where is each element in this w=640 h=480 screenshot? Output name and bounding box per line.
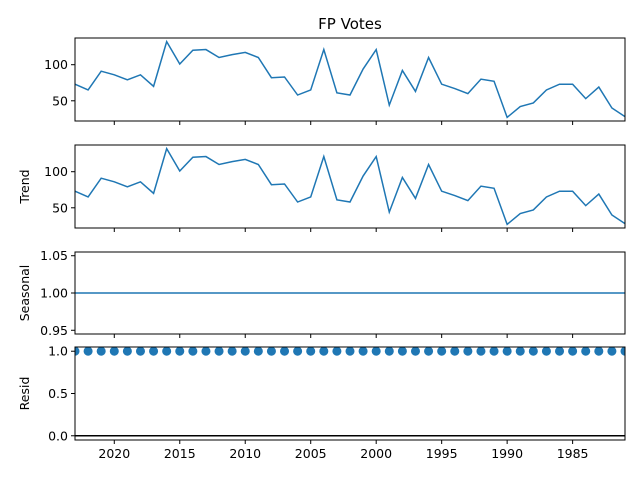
y-tick-label: 0.95 [40, 323, 68, 338]
resid-point [253, 347, 263, 356]
y-tick-label: 1.0 [48, 344, 68, 359]
y-tick-label: 1.00 [40, 286, 68, 301]
resid-point [397, 347, 407, 356]
resid-point [489, 347, 499, 356]
resid-point [96, 347, 106, 356]
resid-point [568, 347, 578, 356]
y-tick-label: 0.0 [48, 428, 68, 443]
resid-point [410, 347, 420, 356]
x-tick-label: 1995 [426, 446, 458, 461]
resid-point [620, 347, 625, 356]
resid-point [515, 347, 525, 356]
resid-point [463, 347, 473, 356]
panel-frame [74, 144, 626, 229]
resid-point [450, 347, 460, 356]
y-axis-label: Seasonal [17, 265, 32, 322]
y-tick-label: 1.05 [40, 248, 68, 263]
resid-point [384, 347, 394, 356]
resid-point [266, 347, 276, 356]
resid-point [319, 347, 329, 356]
resid-point [240, 347, 250, 356]
resid-point [135, 347, 145, 356]
resid-point [528, 347, 538, 356]
resid-point [594, 347, 604, 356]
resid-point [371, 347, 381, 356]
resid-point [214, 347, 224, 356]
y-tick-label: 50 [52, 93, 68, 108]
resid-point [345, 347, 355, 356]
y-tick-label: 100 [44, 164, 68, 179]
x-tick-label: 2000 [360, 446, 392, 461]
resid-point [201, 347, 211, 356]
resid-point [293, 347, 303, 356]
resid-point [555, 347, 565, 356]
resid-point [502, 347, 512, 356]
resid-point [149, 347, 159, 356]
resid-point [109, 347, 119, 356]
resid-point [122, 347, 132, 356]
x-tick-label: 2005 [295, 446, 327, 461]
resid-point [581, 347, 591, 356]
x-tick-label: 1985 [557, 446, 589, 461]
resid-point [332, 347, 342, 356]
observed-series-line [75, 39, 625, 119]
resid-point [227, 347, 237, 356]
x-tick-label: 2015 [164, 446, 196, 461]
resid-point [424, 347, 434, 356]
resid-point [83, 347, 93, 356]
resid-point [437, 347, 447, 356]
x-tick-label: 2020 [98, 446, 130, 461]
panel-frame [74, 346, 626, 441]
resid-point [75, 347, 80, 356]
resid-point [358, 347, 368, 356]
y-axis-label: Resid [17, 377, 32, 411]
y-tick-label: 50 [52, 200, 68, 215]
resid-point [175, 347, 185, 356]
resid-point [476, 347, 486, 356]
panel-seasonal: 0.95 1.00 1.05 Seasonal [17, 248, 626, 338]
trend-series-line [75, 146, 625, 226]
y-tick-label: 100 [44, 57, 68, 72]
y-axis-label: Trend [17, 169, 32, 204]
y-tick-label: 0.5 [48, 386, 68, 401]
resid-point [607, 347, 617, 356]
resid-point [188, 347, 198, 356]
panel-frame [74, 37, 626, 122]
resid-point [280, 347, 290, 356]
panel-resid: 0.0 0.5 1.0 Resid 2020 2015 2010 2005 2000 1995 19… [17, 344, 626, 461]
resid-point [306, 347, 316, 356]
x-tick-label: 1990 [491, 446, 523, 461]
panel-observed: 50 100 [44, 37, 626, 125]
panel-trend: 50 100 Trend [17, 144, 626, 232]
x-tick-label: 2010 [229, 446, 261, 461]
chart-title: FP Votes [318, 15, 382, 33]
resid-point [162, 347, 172, 356]
resid-point [541, 347, 551, 356]
